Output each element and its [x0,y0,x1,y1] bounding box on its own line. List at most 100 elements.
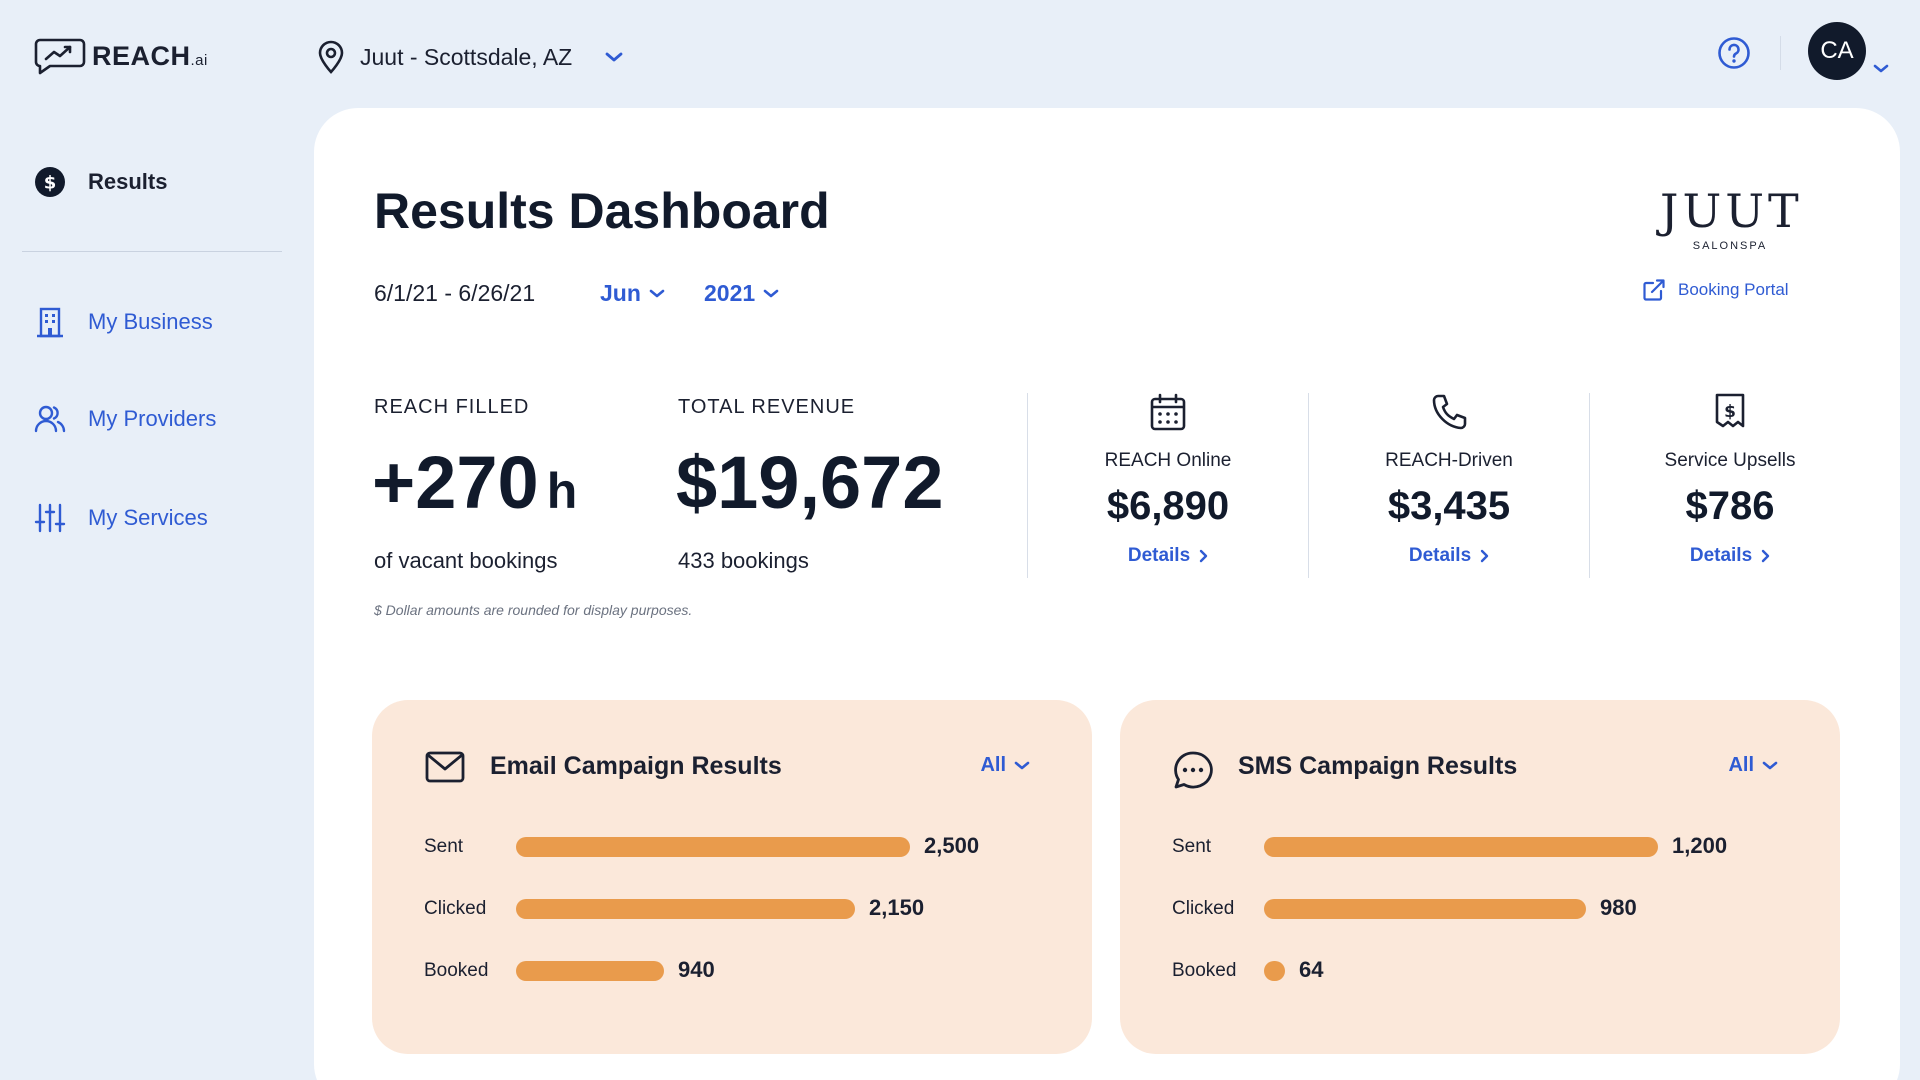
sidebar-item-label: Results [88,169,168,194]
date-range: 6/1/21 - 6/26/21 [374,280,536,306]
external-link-icon [1643,279,1665,301]
sidebar-item-results[interactable]: $ Results [34,166,167,198]
bar-value: 2,500 [924,833,980,858]
trend-chat-icon [34,38,86,75]
bar-fill [1264,899,1586,919]
details-link[interactable]: Details [1690,545,1770,567]
campaign-filter[interactable]: All [1728,754,1778,777]
header-divider [1780,36,1781,70]
sliders-icon [34,503,66,533]
metric-reach-driven: REACH-Driven $3,435 Details [1334,392,1564,567]
chevron-down-icon [1762,761,1778,769]
details-link[interactable]: Details [1409,545,1489,567]
bar-row: Clicked 2,150 [424,895,924,920]
month-value: Jun [600,280,641,306]
sidebar-item-label: My Business [88,309,213,334]
phone-icon [1432,394,1467,430]
details-link[interactable]: Details [1128,545,1208,567]
sidebar-item-my-providers[interactable]: My Providers [34,404,216,434]
bar-row: Booked 940 [424,957,910,982]
avatar[interactable]: CA [1808,22,1866,80]
metric-label: REACH Online [1104,450,1232,471]
bar-value: 940 [678,957,715,982]
bar-label: Booked [1172,960,1237,981]
sms-campaign-card: SMS Campaign Results All Sent 1,200 Clic… [1120,700,1840,1054]
metric-divider [1027,393,1028,578]
bar-value: 980 [1600,895,1637,920]
metric-divider [1589,393,1590,578]
rounding-note: $ Dollar amounts are rounded for display… [374,602,693,618]
metric-label: REACH-Driven [1385,450,1513,471]
chevron-down-icon [763,289,779,297]
page-title: Results Dashboard [374,183,830,239]
location-selector[interactable]: Juut - Scottsdale, AZ [316,40,624,74]
booking-portal-label: Booking Portal [1678,280,1789,299]
chevron-down-icon [649,289,665,297]
filled-label: REACH FILLED [374,396,530,418]
bar-fill [1264,837,1658,857]
question-circle-icon [1718,37,1750,69]
users-icon [34,405,66,433]
metric-label: Service Upsells [1664,450,1796,471]
business-logo-name: JUUT [1660,184,1803,238]
bar-value: 1,200 [1672,833,1728,858]
chevron-down-icon [605,52,623,62]
email-campaign-card: Email Campaign Results All Sent 2,500 Cl… [372,700,1092,1054]
booking-portal-link[interactable]: Booking Portal [1642,278,1789,302]
bar-label: Clicked [1172,898,1235,919]
dollar-circle-icon: $ [35,167,65,197]
metric-divider [1308,393,1309,578]
bar-fill [516,961,664,981]
bar-fill [1264,961,1285,981]
bar-label: Sent [424,836,464,857]
sidebar-item-my-services[interactable]: My Services [34,502,208,534]
revenue-label: TOTAL REVENUE [678,396,856,418]
building-icon [37,307,63,338]
metric-value: $3,435 [1387,484,1511,528]
sidebar-item-label: My Services [88,505,208,530]
metric-reach-online: REACH Online $6,890 Details [1053,392,1283,567]
bar-row: Sent 1,200 [1172,833,1727,858]
location-name: Juut - Scottsdale, AZ [360,43,573,70]
chevron-right-icon [1761,549,1770,563]
bar-row: Booked 64 [1172,957,1658,982]
card-title: SMS Campaign Results [1238,752,1518,780]
chevron-right-icon [1480,549,1489,563]
campaign-filter[interactable]: All [980,754,1030,777]
calendar-icon [1150,393,1186,431]
bar-value: 2,150 [869,895,925,920]
year-value: 2021 [704,280,756,306]
metric-service-upsells: $ Service Upsells $786 Details [1615,392,1845,567]
bar-label: Booked [424,960,489,981]
help-button[interactable] [1717,36,1751,75]
chevron-down-icon [1873,64,1889,73]
card-title: Email Campaign Results [490,752,782,780]
sidebar-item-my-business[interactable]: My Business [34,306,213,338]
chevron-down-icon [1014,761,1030,769]
main-panel: Results Dashboard 6/1/21 - 6/26/21 Jun 2… [314,108,1900,1080]
revenue-sub: 433 bookings [678,548,809,573]
bar-label: Clicked [424,898,487,919]
month-picker[interactable]: Jun [600,280,665,307]
account-menu-toggle[interactable] [1872,62,1890,80]
bar-row: Clicked 980 [1172,895,1658,920]
year-picker[interactable]: 2021 [704,280,779,307]
metric-value: $6,890 [1106,484,1230,528]
business-logo: JUUT SALONSPA [1660,188,1800,252]
sidebar-divider [22,251,282,252]
bar-label: Sent [1172,836,1212,857]
bar-row: Sent 2,500 [424,833,979,858]
revenue-value: $19,672 [676,441,944,524]
chevron-right-icon [1199,549,1208,563]
sidebar-item-label: My Providers [88,406,217,431]
map-pin-icon [318,40,344,74]
bar-fill [516,899,855,919]
envelope-icon [425,751,465,783]
metric-value: $786 [1685,484,1775,528]
svg-text:$: $ [44,173,57,194]
receipt-dollar-icon: $ [1715,393,1745,428]
business-logo-sub: SALONSPA [1692,240,1768,252]
logo-text: REACH.ai [92,40,208,71]
filled-sub: of vacant bookings [374,548,558,573]
app-logo[interactable]: REACH.ai [34,36,208,76]
